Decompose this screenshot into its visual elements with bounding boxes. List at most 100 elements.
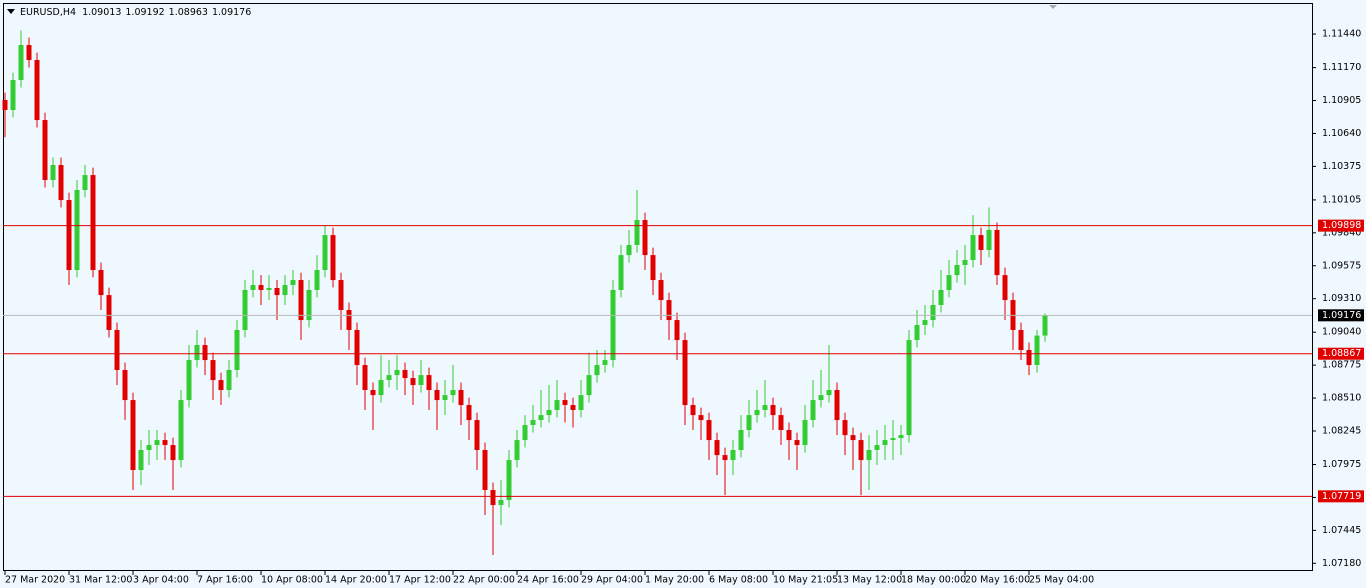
x-tick-label: 13 May 12:00 [837, 575, 902, 586]
y-tick-label: 1.10905 [1322, 95, 1361, 106]
low-value: 1.08963 [169, 7, 208, 18]
x-tick-label: 7 Apr 16:00 [197, 575, 253, 586]
x-tick-label: 31 Mar 12:00 [69, 575, 132, 586]
level-label-box [1318, 347, 1364, 360]
y-tick-label: 1.09840 [1322, 227, 1361, 238]
candle-body [994, 229, 1000, 276]
candle-body [386, 375, 392, 381]
candle-body [522, 425, 528, 441]
candle-body [226, 369, 232, 390]
candle-body [954, 265, 960, 276]
candle-body [658, 280, 664, 301]
high-value: 1.09192 [125, 7, 164, 18]
candle-body [314, 269, 320, 290]
candle-body [402, 369, 408, 379]
candle-body [538, 415, 544, 421]
candle-body [1018, 329, 1024, 350]
candle-body [298, 280, 304, 321]
candle-body [986, 229, 992, 250]
candle-body [466, 405, 472, 421]
candle-body [186, 360, 192, 401]
candle-body [106, 295, 112, 330]
candle-body [922, 320, 928, 326]
x-tick-label: 20 May 16:00 [965, 575, 1030, 586]
candle-body [930, 305, 936, 321]
candle-body [946, 275, 952, 290]
candle-body [762, 405, 768, 410]
candle-body [474, 420, 480, 450]
candle-body [482, 449, 488, 490]
candle-body [554, 400, 560, 410]
candle-body [234, 329, 240, 370]
level-label-box [1318, 219, 1364, 232]
candle-body [170, 445, 176, 461]
level-label: 1.08867 [1322, 348, 1361, 359]
candle-body [178, 400, 184, 461]
candle-body [218, 380, 224, 390]
candle-body [562, 400, 568, 406]
candle-body [978, 235, 984, 250]
candle-body [898, 435, 904, 439]
candle-body [74, 189, 80, 270]
candle-body [194, 345, 200, 361]
candle-body [682, 340, 688, 406]
candle-body [378, 380, 384, 396]
candle-body [914, 325, 920, 341]
candle-body [290, 280, 296, 286]
y-tick-label: 1.10375 [1322, 161, 1361, 172]
x-tick-label: 27 Mar 2020 [5, 575, 65, 586]
candle-body [530, 420, 536, 426]
candle-body [58, 165, 64, 201]
y-tick-label: 1.09040 [1322, 327, 1361, 338]
candle-body [138, 449, 144, 470]
level-label-box [1318, 490, 1364, 503]
x-tick-label: 1 May 20:00 [645, 575, 704, 586]
candle-body [826, 389, 832, 396]
symbol: EURUSD,H4 [20, 7, 76, 18]
candle-body [338, 280, 344, 310]
candle-body [146, 445, 152, 450]
candle-body [818, 395, 824, 401]
close-value: 1.09176 [212, 7, 251, 18]
y-tick-label: 1.07975 [1322, 459, 1361, 470]
y-tick-label: 1.07445 [1322, 525, 1361, 536]
candle-body [322, 235, 328, 270]
candles [2, 30, 1048, 555]
x-tick-label: 18 May 00:00 [901, 575, 966, 586]
candle-body [450, 389, 456, 396]
candle-body [434, 389, 440, 401]
candle-body [154, 440, 160, 446]
candle-body [1026, 349, 1032, 366]
candle-body [770, 405, 776, 416]
y-tick-label: 1.11170 [1322, 62, 1361, 73]
candle-body [666, 300, 672, 321]
candle-body [114, 329, 120, 370]
candle-body [874, 445, 880, 450]
candle-body [394, 369, 400, 376]
x-tick-label: 10 Apr 08:00 [261, 575, 323, 586]
candle-body [882, 440, 888, 446]
candle-body [370, 389, 376, 396]
menu-arrow[interactable] [7, 9, 15, 14]
x-tick-label: 29 Apr 04:00 [581, 575, 643, 586]
candle-body [130, 400, 136, 470]
candle-body [722, 455, 728, 461]
bid-label-box [1318, 309, 1364, 322]
candle-body [866, 449, 872, 461]
x-tick-label: 6 May 08:00 [709, 575, 768, 586]
y-tick-label: 1.09575 [1322, 260, 1361, 271]
candle-body [42, 120, 48, 181]
y-tick-label: 1.08245 [1322, 425, 1361, 436]
candle-body [570, 405, 576, 410]
candle-body [754, 409, 760, 416]
candle-body [90, 175, 96, 270]
candle-body [1042, 315, 1048, 336]
candle-body [514, 440, 520, 461]
candle-body [330, 235, 336, 281]
candle-body [82, 175, 88, 190]
candle-body [850, 435, 856, 441]
candle-body [970, 235, 976, 261]
